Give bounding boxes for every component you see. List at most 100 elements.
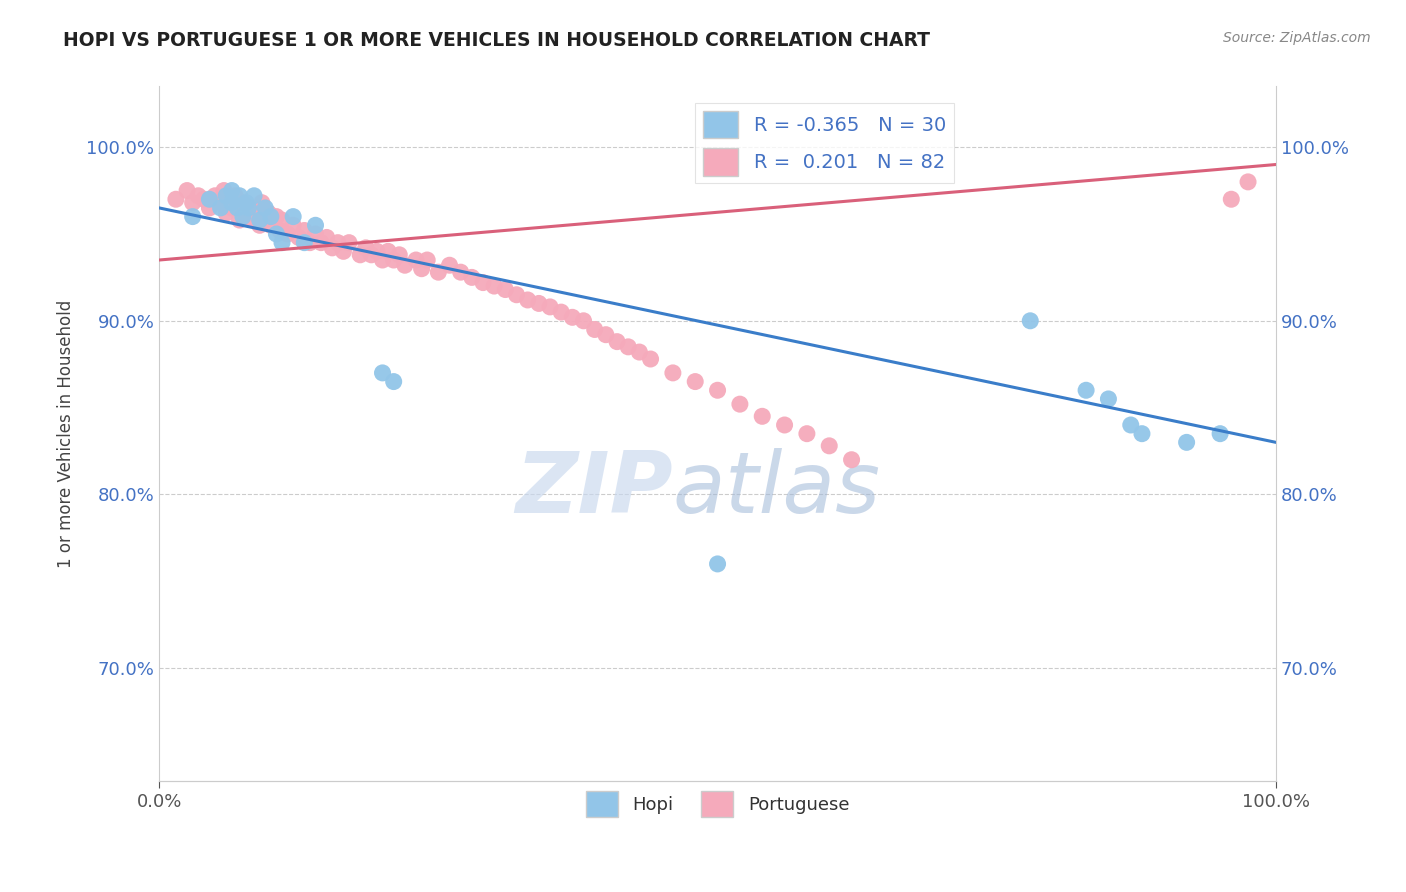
Point [583,322,606,336]
Point [249,213,271,227]
Point [269,223,291,237]
Point [354,241,377,255]
Point [193,192,215,206]
Point [728,397,751,411]
Point [751,409,773,424]
Point [595,327,617,342]
Point [332,244,354,259]
Point [427,265,450,279]
Point [371,253,394,268]
Point [561,310,583,325]
Point [209,195,232,210]
Point [1074,384,1097,398]
Point [283,210,305,224]
Point [204,188,226,202]
Point [250,195,273,210]
Point [371,366,394,380]
Point [260,219,283,233]
Point [321,241,343,255]
Point [260,210,283,224]
Point [494,283,516,297]
Point [215,206,238,220]
Point [1019,314,1042,328]
Text: atlas: atlas [673,448,882,531]
Point [238,201,260,215]
Point [283,219,305,233]
Point [304,219,326,233]
Point [773,417,796,432]
Point [215,188,238,202]
Point [349,248,371,262]
Point [221,201,243,215]
Point [315,230,337,244]
Point [411,261,433,276]
Text: ZIP: ZIP [515,448,673,531]
Point [232,210,254,224]
Point [212,184,235,198]
Text: HOPI VS PORTUGUESE 1 OR MORE VEHICLES IN HOUSEHOLD CORRELATION CHART: HOPI VS PORTUGUESE 1 OR MORE VEHICLES IN… [63,31,931,50]
Point [165,192,187,206]
Point [198,192,221,206]
Point [198,201,221,215]
Point [461,270,484,285]
Legend: Hopi, Portuguese: Hopi, Portuguese [578,784,856,824]
Point [841,452,863,467]
Point [309,235,332,250]
Point [405,253,427,268]
Point [181,195,204,210]
Point [505,287,527,301]
Point [239,201,262,215]
Point [304,227,326,241]
Point [683,375,706,389]
Point [550,305,572,319]
Point [181,210,204,224]
Point [187,188,209,202]
Text: Source: ZipAtlas.com: Source: ZipAtlas.com [1223,31,1371,45]
Point [1097,392,1119,406]
Point [818,439,841,453]
Point [394,258,416,272]
Point [1175,435,1198,450]
Y-axis label: 1 or more Vehicles in Household: 1 or more Vehicles in Household [58,300,75,568]
Point [249,219,271,233]
Point [292,223,315,237]
Point [1237,175,1260,189]
Point [232,195,254,210]
Point [1209,426,1232,441]
Point [382,253,405,268]
Point [266,227,288,241]
Point [482,279,505,293]
Point [287,230,309,244]
Point [628,345,651,359]
Point [640,351,662,366]
Point [706,557,728,571]
Point [606,334,628,349]
Point [298,235,321,250]
Point [439,258,461,272]
Point [617,340,640,354]
Point [706,384,728,398]
Point [257,206,280,220]
Point [246,206,269,220]
Point [472,276,495,290]
Point [228,188,250,202]
Point [226,201,249,215]
Point [235,195,257,210]
Point [572,314,595,328]
Point [243,213,266,227]
Point [416,253,439,268]
Point [176,184,198,198]
Point [221,184,243,198]
Point [209,201,232,215]
Point [228,213,250,227]
Point [266,210,288,224]
Point [450,265,472,279]
Point [217,192,239,206]
Point [221,195,243,210]
Point [326,235,349,250]
Point [277,227,299,241]
Point [538,300,561,314]
Point [360,248,382,262]
Point [337,235,360,250]
Point [254,201,277,215]
